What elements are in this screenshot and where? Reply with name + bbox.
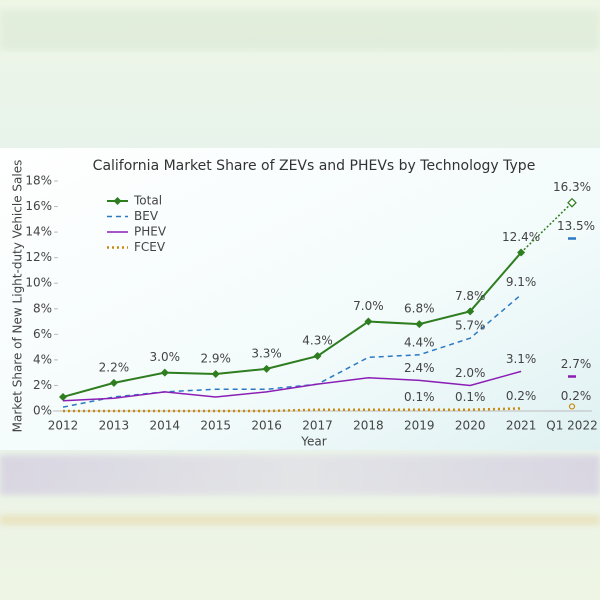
legend-label: Total — [133, 194, 162, 208]
y-tick-label: 6% — [33, 327, 52, 341]
data-point — [160, 368, 169, 377]
data-label: 7.0% — [353, 299, 384, 313]
data-point — [313, 352, 322, 361]
data-label: 12.4% — [502, 230, 540, 244]
chart-title: California Market Share of ZEVs and PHEV… — [93, 158, 536, 174]
legend-label: FCEV — [134, 240, 166, 254]
data-label: 5.7% — [455, 319, 486, 333]
data-label: 2.7% — [561, 357, 592, 371]
data-label: 2.0% — [455, 366, 486, 380]
series-line — [62, 294, 522, 408]
series-line — [62, 370, 522, 402]
data-label: 16.3% — [553, 180, 591, 194]
legend-label: BEV — [134, 209, 159, 223]
data-point — [568, 403, 576, 410]
x-tick-label: 2013 — [99, 419, 130, 433]
data-label: 0.1% — [404, 390, 435, 404]
data-label: 0.2% — [506, 389, 537, 403]
y-tick-label: 12% — [25, 250, 52, 264]
x-tick-label: 2016 — [251, 419, 282, 433]
x-tick-label: 2021 — [506, 419, 537, 433]
x-tick-label: Q1 2022 — [546, 419, 597, 433]
x-tick-label: 2015 — [200, 419, 231, 433]
y-tick-label: 14% — [25, 225, 52, 239]
y-axis-label: Market Share of New Light-duty Vehicle S… — [11, 160, 25, 433]
data-point — [262, 364, 271, 373]
data-point — [466, 307, 475, 316]
x-tick-label: 2020 — [455, 419, 486, 433]
y-tick-label: 0% — [33, 404, 52, 418]
data-label: 9.1% — [506, 275, 537, 289]
chart-panel — [0, 148, 600, 450]
x-tick-label: 2019 — [404, 419, 435, 433]
background-blur — [0, 10, 600, 50]
data-label: 3.3% — [251, 346, 282, 360]
series-line — [62, 251, 522, 398]
data-label: 3.1% — [506, 352, 537, 366]
x-tick-label: 2012 — [48, 419, 79, 433]
data-label: 0.1% — [455, 390, 486, 404]
y-tick-label: 16% — [25, 199, 52, 213]
data-point — [59, 392, 67, 401]
data-point — [415, 320, 424, 329]
y-tick-label: 2% — [33, 378, 52, 392]
data-point — [211, 369, 220, 378]
data-point — [364, 317, 373, 326]
y-tick-label: 18% — [25, 174, 52, 188]
x-tick-label: 2017 — [302, 419, 333, 433]
background-blur — [0, 515, 600, 525]
y-tick-label: 8% — [33, 301, 52, 315]
data-point — [109, 378, 118, 387]
data-label: 3.0% — [150, 350, 181, 364]
data-label: 6.8% — [404, 302, 435, 316]
data-point — [517, 248, 526, 257]
x-tick-label: 2018 — [353, 419, 384, 433]
data-point — [567, 197, 577, 208]
data-label: 2.4% — [404, 361, 435, 375]
legend-label: PHEV — [134, 225, 167, 239]
data-label: 4.4% — [404, 335, 435, 349]
y-tick-label: 4% — [33, 352, 52, 366]
series-line — [63, 407, 522, 413]
legend-marker — [113, 197, 122, 205]
data-label: 13.5% — [557, 219, 595, 233]
data-label: 2.9% — [200, 351, 231, 365]
x-tick-label: 2014 — [150, 419, 181, 433]
data-label: 7.8% — [455, 289, 486, 303]
data-label: 4.3% — [302, 334, 333, 348]
x-axis-label: Year — [300, 435, 326, 449]
data-label: 0.2% — [561, 389, 592, 403]
background-blur — [0, 455, 600, 495]
data-label: 2.2% — [99, 360, 130, 374]
y-tick-label: 10% — [25, 276, 52, 290]
